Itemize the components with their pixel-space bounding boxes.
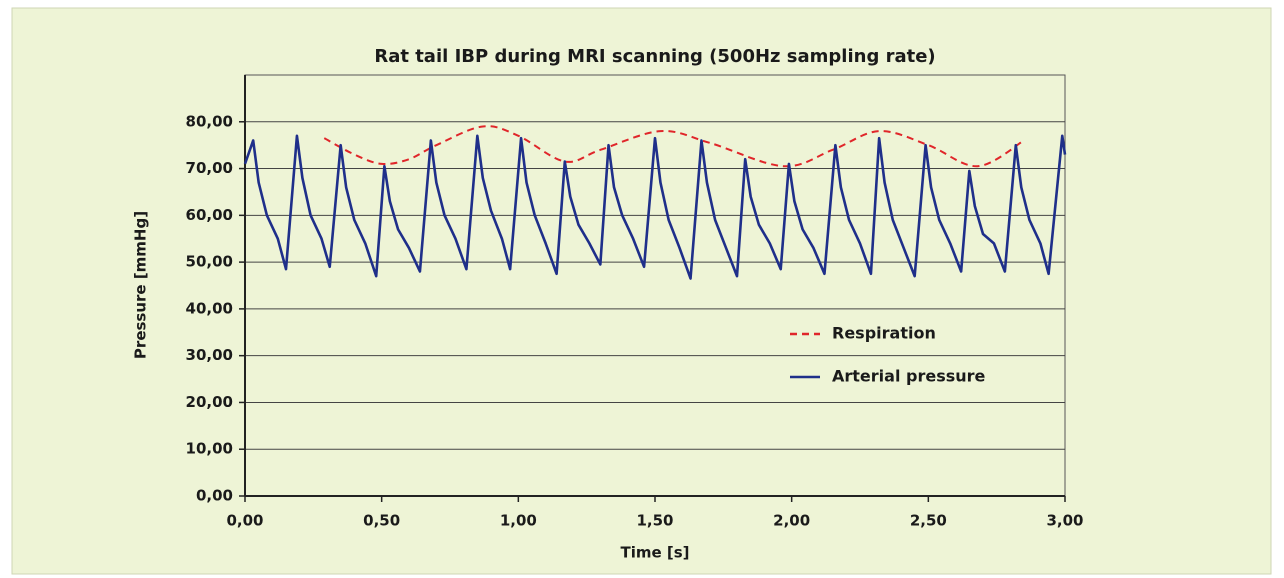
- y-tick-label: 20,00: [186, 393, 233, 411]
- x-tick-label: 2,00: [773, 512, 810, 530]
- y-tick-label: 50,00: [186, 253, 233, 271]
- data-line: [243, 134, 1067, 280]
- y-tick-label: 70,00: [186, 159, 233, 177]
- x-axis-label: Time [s]: [620, 544, 689, 562]
- chart-panel: [11, 7, 1272, 575]
- x-tick-label: 1,50: [636, 512, 673, 530]
- legend-label: Arterial pressure: [832, 367, 986, 386]
- y-tick-label: 30,00: [186, 346, 233, 364]
- x-tick-label: 2,50: [910, 512, 947, 530]
- data-line: [323, 125, 1025, 168]
- x-tick-label: 0,00: [226, 512, 263, 530]
- x-tick-label: 0,50: [363, 512, 400, 530]
- y-tick-label: 60,00: [186, 206, 233, 224]
- y-tick-label: 80,00: [186, 112, 233, 130]
- legend-label: Respiration: [832, 324, 936, 343]
- x-tick-label: 3,00: [1046, 512, 1083, 530]
- y-tick-label: 40,00: [186, 299, 233, 317]
- y-tick-label: 0,00: [196, 487, 233, 505]
- y-axis-label: Pressure [mmHg]: [132, 211, 150, 359]
- x-tick-label: 1,00: [500, 512, 537, 530]
- y-tick-label: 10,00: [186, 440, 233, 458]
- chart-title: Rat tail IBP during MRI scanning (500Hz …: [374, 46, 935, 67]
